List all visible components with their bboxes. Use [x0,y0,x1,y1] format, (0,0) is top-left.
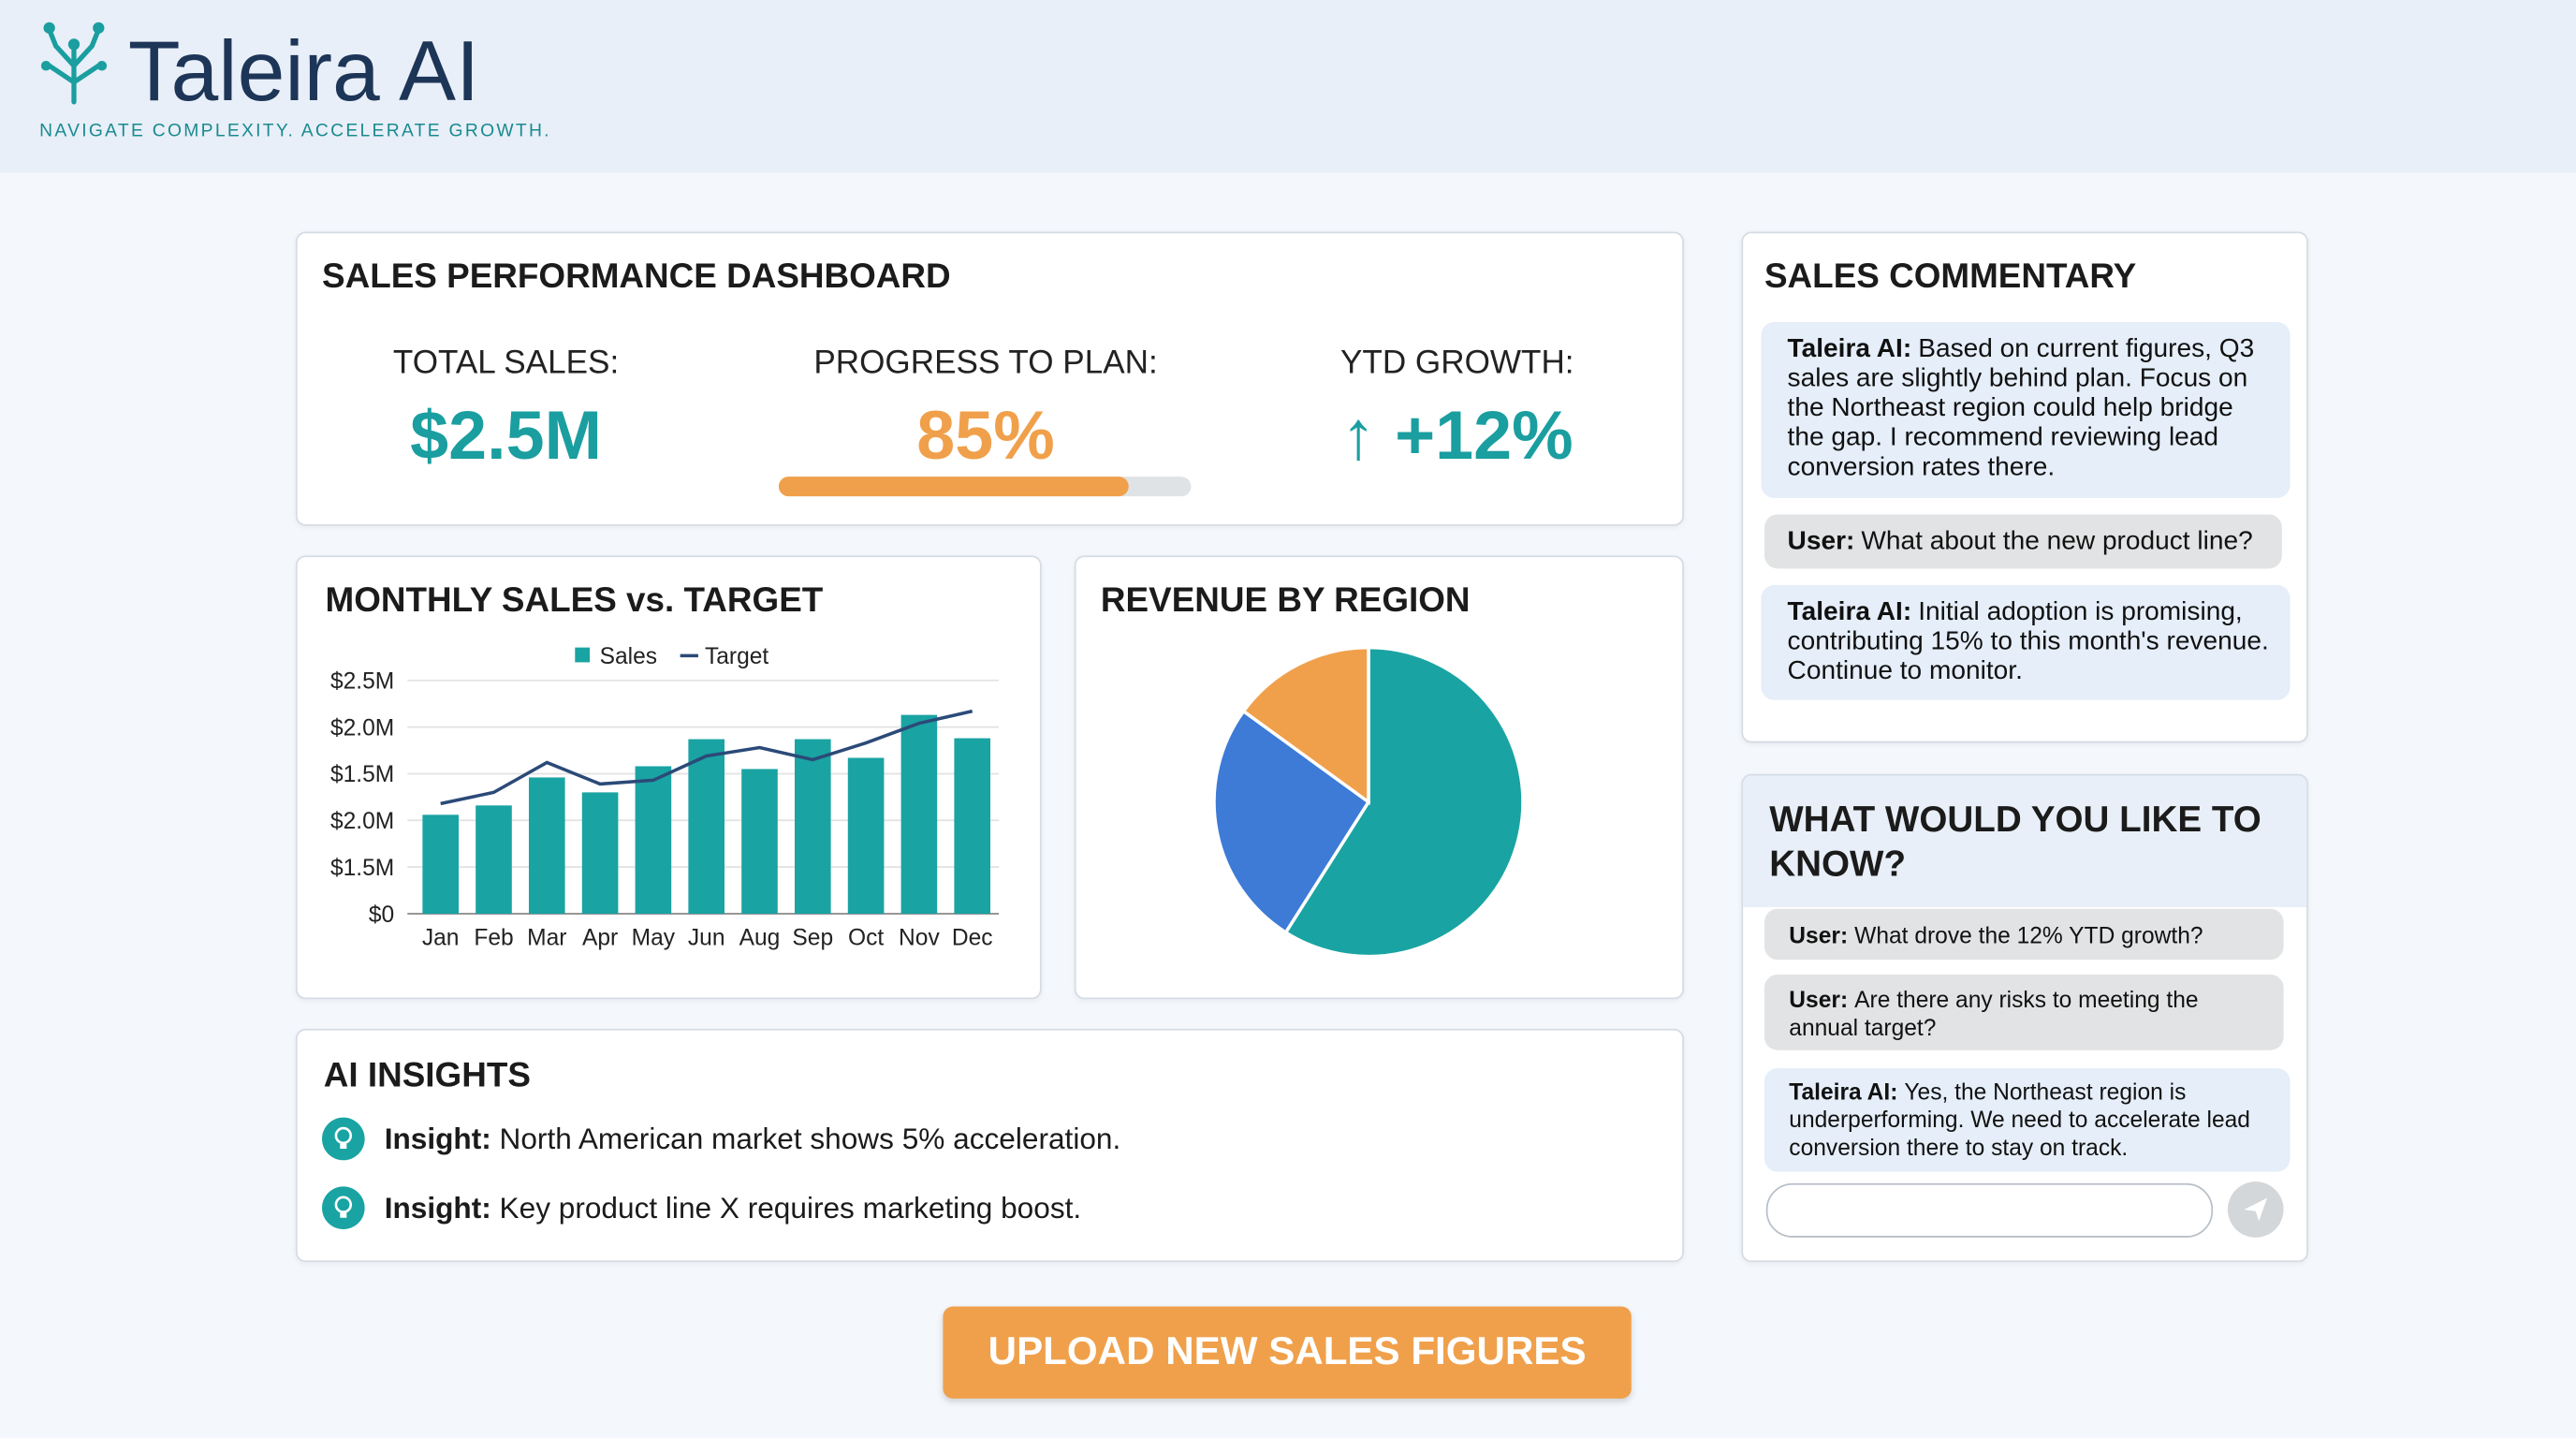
progress-fill [778,477,1130,497]
kpi: TOTAL SALES: $2.5M [292,345,719,476]
speaker: Taleira AI: [1787,597,1912,626]
ai-message: Taleira AI: Based on current figures, Q3 … [1761,322,2291,498]
x-tick-label: Oct [848,925,884,950]
target-line [440,709,973,806]
bar [741,769,778,915]
pie-slice [1212,709,1371,935]
insight-label: Insight: [384,1190,491,1224]
message-text: Based on current figures, Q3 sales are s… [1787,335,2255,482]
card-title: AI INSIGHTS [323,1056,531,1095]
user-message: User: Are there any risks to meeting the … [1764,974,2284,1050]
logo-icon [40,22,108,105]
x-tick-label: Feb [474,925,513,950]
insight: Insight: Key product line X requires mark… [321,1186,1082,1230]
x-tick-label: Jan [422,925,460,950]
chat-input[interactable] [1765,1182,2214,1238]
card-title: REVENUE BY REGION [1100,581,1471,620]
kpi: PROGRESS TO PLAN: 85% [772,345,1199,476]
y-tick-label: $2.5M [330,669,394,695]
user-message: User: What about the new product line? [1764,514,2282,569]
y-tick-label: $1.5M [330,856,394,881]
bulb-icon [321,1186,365,1230]
message-text: What drove the 12% YTD growth? [1854,921,2203,948]
kpi-value: 85% [916,396,1055,474]
y-tick-label: $2.0M [330,715,394,741]
bar [528,777,565,915]
bulb-icon [321,1117,365,1161]
card-title: SALES PERFORMANCE DASHBOARD [321,257,951,296]
message-text: Yes, the Northeast region is underperfor… [1789,1078,2250,1161]
speaker: Taleira AI: [1789,1078,1898,1105]
x-tick-label: Aug [739,925,781,950]
bar [422,814,459,915]
kpi-value: ↑ +12% [1340,396,1573,474]
x-tick-label: Jun [688,925,725,950]
progress-track [778,477,1192,497]
bar [847,757,885,915]
insight-label: Insight: [384,1122,491,1155]
legend-label: Target [705,644,768,669]
speaker: User: [1789,921,1849,948]
bar [794,739,831,915]
message-text: Initial adoption is promising, contribut… [1787,597,2269,686]
y-tick-label: $0 [369,902,394,928]
x-tick-label: Sep [792,925,833,950]
bar [581,792,619,915]
kpi-value: $2.5M [410,396,602,474]
kpi-label: YTD GROWTH: [1339,345,1574,382]
card-title: WHAT WOULD YOU LIKE TO KNOW? [1769,799,2261,885]
brand-title: Taleira AI [127,24,480,121]
x-tick-label: Apr [582,925,618,950]
bar [635,766,672,915]
x-tick-label: May [632,925,676,950]
ask-header [1743,775,2307,907]
bar [688,739,724,915]
x-tick-label: Mar [527,925,566,950]
send-button[interactable] [2227,1181,2284,1238]
upload-button[interactable]: UPLOAD NEW SALES FIGURES [943,1306,1632,1399]
legend-swatch [575,647,591,663]
x-tick-label: Dec [952,925,993,950]
insight-text: Key product line X requires marketing bo… [499,1190,1082,1224]
kpi-label: TOTAL SALES: [392,345,620,382]
speaker: Taleira AI: [1787,335,1912,363]
pie-slice [1241,645,1370,806]
message-text: What about the new product line? [1861,527,2253,556]
card-title: SALES COMMENTARY [1764,257,2137,296]
card-title: MONTHLY SALES vs. TARGET [325,581,824,620]
x-tick-label: Nov [899,925,940,950]
ai-message: Taleira AI: Initial adoption is promising… [1761,584,2291,700]
speaker: User: [1787,527,1855,556]
insight: Insight: North American market shows 5% a… [321,1117,1121,1161]
pie-slice [1283,645,1525,959]
bar [954,738,991,915]
ai-message: Taleira AI: Yes, the Northeast region is … [1764,1068,2291,1172]
user-message: User: What drove the 12% YTD growth? [1764,908,2284,961]
bar [900,714,938,915]
bar [476,805,512,915]
kpi: YTD GROWTH: ↑ +12% [1244,345,1671,476]
brand-tagline: NAVIGATE COMPLEXITY. ACCELERATE GROWTH. [39,121,551,141]
legend-label: Sales [600,644,657,669]
insight-text: North American market shows 5% accelerat… [499,1122,1121,1155]
kpi-label: PROGRESS TO PLAN: [813,345,1158,382]
message-text: Are there any risks to meeting the annua… [1789,986,2199,1041]
header-bar [0,0,2576,173]
y-tick-label: $1.5M [330,762,394,787]
insights-card [295,1028,1684,1263]
speaker: User: [1789,986,1849,1013]
y-tick-label: $2.0M [330,809,394,834]
